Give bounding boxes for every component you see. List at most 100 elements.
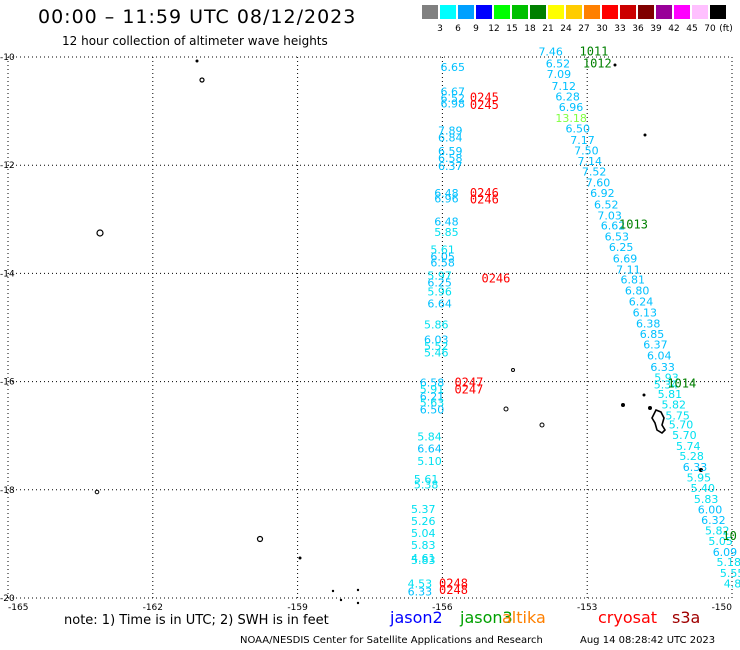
island xyxy=(643,133,647,137)
subtitle: 12 hour collection of altimeter wave hei… xyxy=(62,34,328,48)
pass-time-label: 0247 xyxy=(454,383,483,397)
legend-swatch xyxy=(458,5,474,19)
lat-tick-label: -16 xyxy=(0,378,15,388)
wave-height-label: 6.85 xyxy=(640,328,665,341)
pass-time-label: 1012 xyxy=(583,56,612,70)
wave-height-label: 4.83 xyxy=(724,578,740,591)
wave-height-label: 5.61 xyxy=(414,473,439,486)
wave-height-label: 7.60 xyxy=(586,176,611,189)
wave-height-label: 5.38 xyxy=(414,479,439,492)
pass-time-label: 0248 xyxy=(439,577,468,591)
wave-height-label: 7.03 xyxy=(597,209,622,222)
wave-height-label: 5.46 xyxy=(424,347,449,360)
pass-time-label: 0246 xyxy=(481,272,510,286)
wave-height-label: 5.96 xyxy=(427,286,452,299)
lat-tick-label: -12 xyxy=(0,161,15,171)
wave-height-label: 5.82 xyxy=(662,399,687,412)
legend-swatch xyxy=(494,5,510,19)
island xyxy=(651,408,667,435)
wave-height-label: 6.67 xyxy=(440,85,465,98)
lon-tick-label: -150 xyxy=(712,603,733,613)
pass-time-label: 0247 xyxy=(454,375,483,389)
wave-height-label: 6.64 xyxy=(427,297,452,310)
island xyxy=(94,489,100,495)
pass-time-label: 10 xyxy=(722,529,736,543)
wave-height-label: 6.98 xyxy=(440,97,465,110)
wave-height-label: 5.86 xyxy=(424,319,449,332)
credit-text: NOAA/NESDIS Center for Satellite Applica… xyxy=(240,635,543,646)
wave-height-label: 5.70 xyxy=(669,419,694,432)
wave-height-label: 6.38 xyxy=(636,318,661,331)
wave-height-label: 6.37 xyxy=(438,160,463,173)
wave-height-label: 6.53 xyxy=(605,230,630,243)
wave-height-label: 5.82 xyxy=(705,525,730,538)
wave-height-label: 5.91 xyxy=(420,383,445,396)
legend-label: 27 xyxy=(578,24,590,34)
wave-height-label: 6.58 xyxy=(420,376,445,389)
wave-height-label: 5.52 xyxy=(424,340,449,353)
wave-height-label: 7.09 xyxy=(547,68,572,81)
island xyxy=(699,468,703,472)
legend-label: 42 xyxy=(668,24,680,34)
island xyxy=(339,598,343,602)
wave-height-label: 4.53 xyxy=(408,578,433,591)
wave-height-label: 7.11 xyxy=(616,263,641,276)
map-grid xyxy=(7,56,733,599)
wave-height-label: 6.32 xyxy=(701,514,726,527)
island xyxy=(256,535,264,543)
island xyxy=(539,422,545,428)
wave-height-label: 5.37 xyxy=(411,503,436,516)
satellite-altika: altika xyxy=(502,608,546,627)
legend-label: 70 xyxy=(704,24,716,34)
wave-height-label: 6.81 xyxy=(621,274,646,287)
wave-height-label: 6.04 xyxy=(647,349,672,362)
wave-height-label: 7.52 xyxy=(582,165,607,178)
legend-swatch xyxy=(566,5,582,19)
wave-height-label: 5.85 xyxy=(434,226,459,239)
wave-height-label: 6.64 xyxy=(417,442,442,455)
legend-label: 18 xyxy=(524,24,536,34)
island xyxy=(613,63,617,67)
lon-tick-label: -153 xyxy=(577,603,597,613)
legend-swatch xyxy=(692,5,708,19)
legend-swatch xyxy=(710,5,726,19)
wave-height-label: 6.33 xyxy=(408,585,433,598)
wave-height-label: 6.03 xyxy=(424,334,449,347)
legend-label: 39 xyxy=(650,24,662,34)
wave-height-label: 6.33 xyxy=(650,361,675,374)
wave-height-label: 5.40 xyxy=(690,482,715,495)
wave-height-label: 6.52 xyxy=(546,57,571,70)
pass-time-label: 0246 xyxy=(470,193,499,207)
legend-swatch xyxy=(584,5,600,19)
pass-time-label: 1013 xyxy=(619,217,648,231)
generated-timestamp: Aug 14 08:28:42 UTC 2023 xyxy=(580,635,716,646)
lat-tick-label: -20 xyxy=(0,594,15,604)
legend-swatch xyxy=(656,5,672,19)
wave-height-label: 6.96 xyxy=(434,193,459,206)
wave-height-label: 7.46 xyxy=(538,45,563,58)
wave-height-label: 5.05 xyxy=(708,535,733,548)
wave-height-label: 6.48 xyxy=(434,187,459,200)
wave-height-label: 6.21 xyxy=(420,391,445,404)
wave-height-label: 6.58 xyxy=(438,152,463,165)
legend-label: 33 xyxy=(614,24,626,34)
island xyxy=(511,368,515,372)
island xyxy=(642,393,646,397)
wave-height-label: 6.48 xyxy=(434,215,459,228)
wave-height-label: 5.10 xyxy=(417,455,442,468)
wave-height-label: 5.83 xyxy=(411,539,436,552)
wave-height-values: 7.466.527.097.126.286.9613.186.507.177.5… xyxy=(408,45,740,598)
pass-time-label: 0248 xyxy=(439,583,468,597)
wave-height-label: 6.37 xyxy=(643,339,668,352)
wave-height-label: 4.61 xyxy=(411,552,436,565)
lat-tick-label: -14 xyxy=(0,269,15,279)
wave-height-label: 5.74 xyxy=(676,440,701,453)
satellite-cryosat: cryosat xyxy=(598,608,658,627)
wave-height-label: 7.14 xyxy=(578,155,603,168)
legend-swatch xyxy=(530,5,546,19)
wave-height-label: 7.89 xyxy=(438,124,463,137)
wave-height-label: 6.25 xyxy=(427,276,452,289)
wave-height-label: 5.83 xyxy=(694,493,719,506)
wave-height-label: 5.93 xyxy=(654,372,679,385)
island xyxy=(503,406,509,412)
